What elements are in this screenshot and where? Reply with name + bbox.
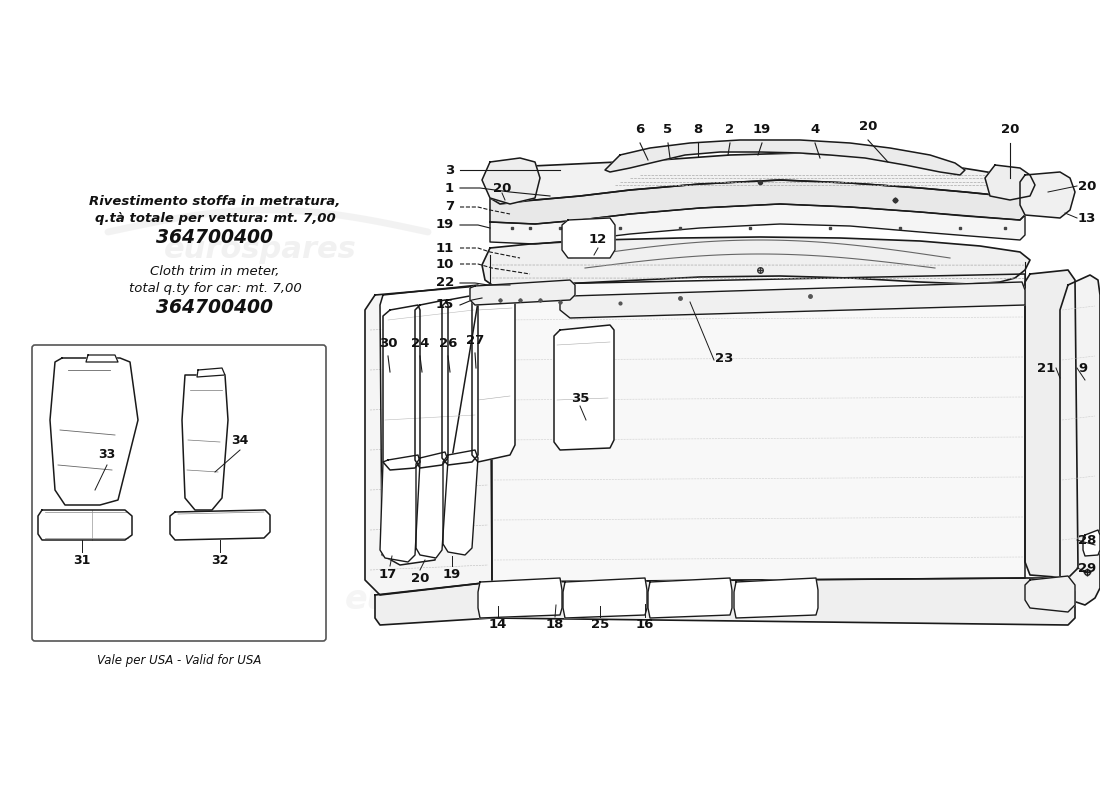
Text: Rivestimento stoffa in metratura,
q.tà totale per vettura: mt. 7,00: Rivestimento stoffa in metratura, q.tà t… xyxy=(89,195,341,225)
Text: 15: 15 xyxy=(436,298,454,311)
Text: 3: 3 xyxy=(444,163,454,177)
Text: 1: 1 xyxy=(444,182,454,194)
Text: 5: 5 xyxy=(663,123,672,136)
Polygon shape xyxy=(734,578,818,618)
Polygon shape xyxy=(648,578,732,618)
Polygon shape xyxy=(482,158,540,204)
Polygon shape xyxy=(379,285,480,565)
Text: 13: 13 xyxy=(1078,211,1097,225)
Text: 18: 18 xyxy=(546,618,564,631)
Text: 28: 28 xyxy=(1078,534,1097,546)
Text: 35: 35 xyxy=(571,392,590,405)
Text: 8: 8 xyxy=(693,123,703,136)
Polygon shape xyxy=(470,280,575,305)
Text: 21: 21 xyxy=(1036,362,1055,374)
Text: 29: 29 xyxy=(1078,562,1097,574)
Text: 32: 32 xyxy=(211,554,229,566)
Text: 9: 9 xyxy=(1078,362,1087,374)
Text: 4: 4 xyxy=(811,123,819,136)
Text: 20: 20 xyxy=(410,572,429,585)
Text: 14: 14 xyxy=(488,618,507,631)
Text: 20: 20 xyxy=(859,120,877,133)
Polygon shape xyxy=(383,305,420,470)
Polygon shape xyxy=(1025,270,1078,578)
Polygon shape xyxy=(478,578,562,618)
Polygon shape xyxy=(490,180,1025,224)
Text: 16: 16 xyxy=(636,618,654,631)
Polygon shape xyxy=(39,510,132,540)
Text: 25: 25 xyxy=(591,618,609,631)
Polygon shape xyxy=(86,355,118,362)
Polygon shape xyxy=(1025,576,1075,612)
Polygon shape xyxy=(490,204,1025,244)
Text: Cloth trim in meter,
total q.ty for car: mt. 7,00: Cloth trim in meter, total q.ty for car:… xyxy=(129,265,301,295)
Text: 20: 20 xyxy=(493,182,512,194)
Polygon shape xyxy=(984,165,1035,200)
Text: 6: 6 xyxy=(636,123,645,136)
Polygon shape xyxy=(482,237,1030,287)
Text: 364700400: 364700400 xyxy=(156,228,274,247)
Text: eurospares: eurospares xyxy=(572,406,888,454)
FancyBboxPatch shape xyxy=(32,345,326,641)
Text: Vale per USA - Valid for USA: Vale per USA - Valid for USA xyxy=(97,654,261,667)
Polygon shape xyxy=(416,452,448,558)
Polygon shape xyxy=(170,510,270,540)
Polygon shape xyxy=(490,153,1025,204)
Text: 20: 20 xyxy=(1001,123,1020,136)
Polygon shape xyxy=(197,368,226,377)
Text: 17: 17 xyxy=(378,568,397,581)
Text: 19: 19 xyxy=(443,568,461,581)
Polygon shape xyxy=(50,358,138,505)
Text: 23: 23 xyxy=(715,351,734,365)
Text: 27: 27 xyxy=(466,334,484,347)
Text: eurospares: eurospares xyxy=(164,235,356,265)
Text: 364700400: 364700400 xyxy=(156,298,274,317)
Text: 12: 12 xyxy=(588,233,607,246)
Polygon shape xyxy=(554,325,614,450)
Text: 34: 34 xyxy=(231,434,249,446)
Polygon shape xyxy=(182,372,228,510)
Polygon shape xyxy=(365,285,492,595)
Polygon shape xyxy=(562,218,615,258)
Polygon shape xyxy=(1060,275,1100,605)
Polygon shape xyxy=(563,578,647,618)
Polygon shape xyxy=(443,450,478,555)
Polygon shape xyxy=(415,300,448,468)
Text: 31: 31 xyxy=(74,554,90,566)
Polygon shape xyxy=(560,282,1025,318)
Text: 7: 7 xyxy=(444,201,454,214)
Polygon shape xyxy=(472,290,515,462)
Polygon shape xyxy=(375,578,1075,625)
Polygon shape xyxy=(605,140,965,175)
Text: 10: 10 xyxy=(436,258,454,270)
Text: 11: 11 xyxy=(436,242,454,254)
Text: 22: 22 xyxy=(436,277,454,290)
Polygon shape xyxy=(1084,530,1100,556)
Text: 30: 30 xyxy=(378,337,397,350)
Text: 33: 33 xyxy=(98,449,116,462)
Text: 2: 2 xyxy=(725,123,735,136)
Polygon shape xyxy=(442,295,478,465)
Text: 24: 24 xyxy=(410,337,429,350)
Polygon shape xyxy=(492,274,1025,582)
Polygon shape xyxy=(379,455,420,562)
Text: 26: 26 xyxy=(439,337,458,350)
Text: 19: 19 xyxy=(436,218,454,231)
Text: 19: 19 xyxy=(752,123,771,136)
Text: 20: 20 xyxy=(1078,179,1097,193)
Polygon shape xyxy=(1020,172,1075,218)
Text: eurospares: eurospares xyxy=(344,583,556,617)
